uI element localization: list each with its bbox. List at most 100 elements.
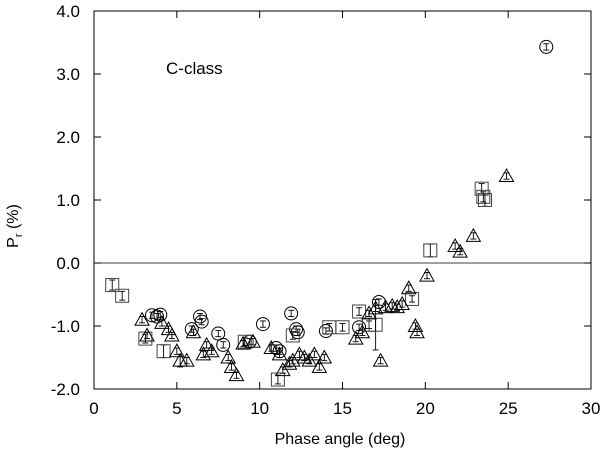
square-point xyxy=(423,243,438,258)
circle-marker xyxy=(144,308,159,323)
triangle-marker xyxy=(223,358,240,373)
square-marker xyxy=(237,334,252,349)
triangle-point xyxy=(228,367,245,382)
square-marker xyxy=(423,243,438,258)
triangle-marker xyxy=(228,367,245,382)
triangle-marker xyxy=(185,324,202,339)
triangle-point xyxy=(263,340,280,355)
triangle-marker xyxy=(220,349,237,364)
y-tick-label: -1.0 xyxy=(51,317,80,336)
circle-point xyxy=(539,39,554,54)
square-marker xyxy=(335,320,350,335)
triangle-point xyxy=(407,317,424,332)
triangle-point xyxy=(465,227,482,242)
y-axis-title-sub: r xyxy=(13,233,25,237)
triangle-point xyxy=(185,324,202,339)
triangle-marker xyxy=(139,327,155,342)
triangle-point xyxy=(198,336,215,351)
square-point xyxy=(405,291,420,306)
x-tick-label: 10 xyxy=(250,399,269,418)
triangle-marker xyxy=(452,243,468,258)
circle-marker xyxy=(284,306,299,321)
circle-point xyxy=(255,317,270,332)
axis-ticks: 0 5 10 15 20 25 30 -2.0 -1.0 0.0 1.0 2.0 3.0 4.0 xyxy=(51,2,600,418)
triangle-point xyxy=(367,300,384,315)
square-marker xyxy=(477,193,492,207)
triangle-point xyxy=(452,243,468,258)
triangle-point xyxy=(372,352,389,367)
square-marker xyxy=(352,304,367,319)
square-point xyxy=(477,193,492,207)
triangle-marker xyxy=(245,333,261,348)
triangle-marker xyxy=(235,335,251,350)
square-marker xyxy=(105,278,120,293)
x-axis-title: Phase angle (deg) xyxy=(275,431,406,448)
square-point xyxy=(115,288,130,303)
y-tick-label: 4.0 xyxy=(56,2,80,21)
circle-marker xyxy=(149,309,164,324)
triangle-marker xyxy=(372,352,389,367)
triangle-marker xyxy=(311,358,328,373)
circle-point xyxy=(284,306,299,321)
triangle-point xyxy=(306,346,323,361)
triangle-marker xyxy=(361,305,377,320)
y-axis-title-main: P xyxy=(5,237,22,248)
triangle-marker xyxy=(198,336,215,351)
y-tick-label: 2.0 xyxy=(56,128,80,147)
triangle-marker xyxy=(134,311,150,326)
triangle-marker xyxy=(367,300,384,315)
triangle-point xyxy=(394,295,410,310)
square-point xyxy=(156,344,171,359)
triangle-point xyxy=(498,168,515,183)
triangle-point xyxy=(154,314,170,329)
circle-point xyxy=(194,314,209,329)
x-tick-label: 15 xyxy=(333,399,352,418)
square-marker xyxy=(476,189,491,204)
triangle-marker xyxy=(407,317,424,332)
square-marker xyxy=(270,372,285,387)
triangle-marker xyxy=(203,343,220,358)
triangle-point xyxy=(245,333,261,348)
y-tick-label: 0.0 xyxy=(56,254,80,273)
y-axis-title-rest: (%) xyxy=(5,204,22,233)
triangle-marker xyxy=(354,324,371,339)
triangle-point xyxy=(139,327,155,342)
circle-marker xyxy=(153,307,168,322)
triangle-marker xyxy=(389,299,406,314)
triangle-marker xyxy=(168,343,185,358)
triangle-marker xyxy=(271,346,288,361)
x-tick-label: 0 xyxy=(89,399,98,418)
circle-marker xyxy=(371,295,386,310)
triangle-point xyxy=(203,343,220,358)
triangle-marker xyxy=(377,299,394,314)
circle-marker xyxy=(194,314,209,329)
class-annotation: C-class xyxy=(166,59,223,78)
triangle-point xyxy=(409,324,425,339)
circle-marker xyxy=(255,317,270,332)
x-tick-label: 30 xyxy=(582,399,600,418)
triangle-point xyxy=(400,280,417,295)
triangle-marker xyxy=(498,168,515,183)
y-tick-label: -2.0 xyxy=(51,380,80,399)
triangle-point xyxy=(311,358,328,373)
square-point xyxy=(285,328,300,343)
triangle-marker xyxy=(154,314,170,329)
triangle-point xyxy=(223,358,240,373)
circle-marker xyxy=(290,325,305,340)
x-tick-label: 5 xyxy=(172,399,181,418)
triangle-marker xyxy=(178,352,195,367)
triangle-point xyxy=(419,267,435,282)
y-tick-label: 1.0 xyxy=(56,191,80,210)
triangle-marker xyxy=(409,324,425,339)
square-marker xyxy=(115,288,130,303)
x-tick-label: 25 xyxy=(499,399,518,418)
triangle-marker xyxy=(447,237,464,252)
data-points xyxy=(105,39,554,387)
triangle-point xyxy=(168,343,185,358)
triangle-point xyxy=(235,335,251,350)
triangle-marker xyxy=(394,295,410,310)
triangle-point xyxy=(178,352,195,367)
circle-marker xyxy=(539,39,554,54)
triangle-point xyxy=(164,327,180,342)
square-point xyxy=(352,304,367,319)
